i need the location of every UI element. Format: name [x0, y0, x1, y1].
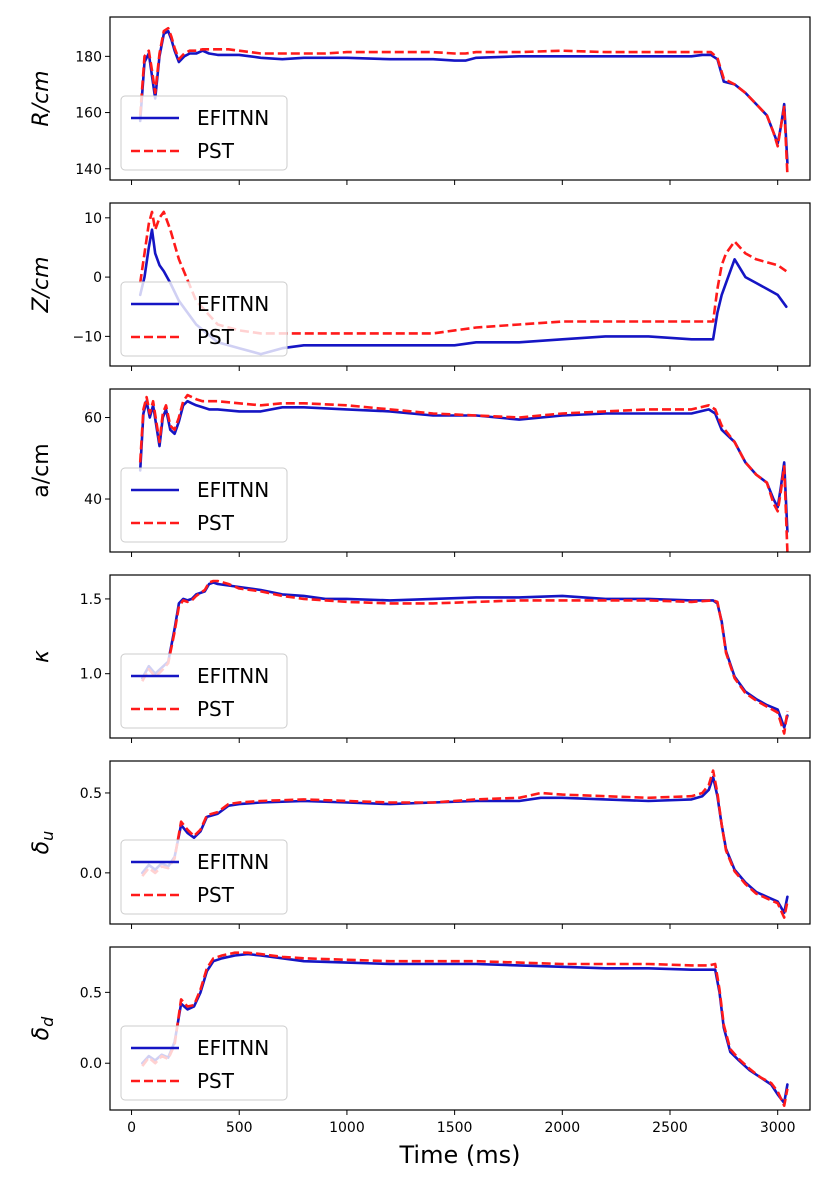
series-line-efitnn: [141, 952, 789, 1105]
x-tick-label: 3000: [760, 1120, 796, 1136]
y-tick-label: 0.0: [80, 1056, 102, 1072]
series-line-pst: [138, 210, 788, 335]
y-axis-label-subscript: d: [38, 1016, 57, 1027]
y-axis-label-subscript: u: [38, 831, 57, 841]
x-tick-label: 2500: [652, 1120, 688, 1136]
legend-label-pst: PST: [197, 511, 235, 535]
legend-label-efitnn: EFITNN: [197, 478, 269, 502]
x-axis-label: Time (ms): [399, 1141, 521, 1169]
y-tick-label: 10: [84, 211, 102, 227]
series-line-pst: [138, 393, 789, 552]
series-group: [141, 769, 789, 919]
legend-label-pst: PST: [197, 1069, 235, 1093]
y-axis-label: δu: [29, 831, 57, 855]
legend-label-efitnn: EFITNN: [197, 106, 269, 130]
axes-frame: [109, 946, 811, 1111]
axes-frame: [109, 574, 811, 739]
y-tick-label: −10: [72, 329, 102, 345]
y-tick-label: 40: [84, 492, 102, 508]
y-tick-label: 1.5: [80, 592, 102, 608]
x-tick-label: 0: [127, 1120, 136, 1136]
y-tick-label: 0.5: [80, 985, 102, 1001]
series-group: [138, 393, 789, 552]
y-tick-label: 1.0: [80, 667, 102, 683]
y-axis-label: Z/cm: [29, 256, 54, 313]
y-axis-label: a/cm: [29, 443, 54, 497]
series-group: [138, 210, 788, 356]
y-tick-label: 0: [93, 270, 102, 286]
axes-frame: [109, 202, 811, 367]
legend: EFITNN PST: [120, 95, 288, 171]
x-tick-label: 1500: [437, 1120, 473, 1136]
legend-label-pst: PST: [197, 139, 235, 163]
subplot-1: 140 160 180 R/cm EFITNN PST: [29, 16, 811, 185]
x-axis: 0 500 1000 1500 2000 2500 3000: [127, 1120, 795, 1136]
y-tick-label: 0.5: [80, 786, 102, 802]
legend-label-pst: PST: [197, 697, 235, 721]
y-tick-label: 140: [75, 162, 102, 178]
series-group: [141, 951, 789, 1107]
subplot-4: 1.0 1.5 κ EFITNN PST: [29, 574, 811, 743]
x-tick-label: 1000: [329, 1120, 365, 1136]
subplot-6: 0.0 0.5 δd EFITNN PST: [29, 946, 811, 1115]
x-tick-label: 500: [226, 1120, 253, 1136]
axes-frame: [109, 388, 811, 553]
legend: EFITNN PST: [120, 1025, 288, 1101]
y-tick-label: 160: [75, 106, 102, 122]
y-axis-label: δd: [29, 1016, 57, 1040]
series-line-pst: [141, 579, 789, 735]
series-line-pst: [141, 951, 789, 1107]
series-line-pst: [141, 769, 789, 919]
y-axis-label-base: δ: [29, 841, 54, 854]
y-tick-label: 180: [75, 49, 102, 65]
x-tick-label: 2000: [544, 1120, 580, 1136]
y-axis-label-base: δ: [29, 1027, 54, 1040]
series-group: [141, 579, 789, 735]
series-line-efitnn: [138, 228, 788, 356]
legend-label-pst: PST: [197, 883, 235, 907]
legend: EFITNN PST: [120, 653, 288, 729]
subplot-5: 0.0 0.5 δu EFITNN PST: [29, 760, 811, 929]
series-group: [138, 26, 789, 175]
axes-frame: [109, 16, 811, 181]
y-axis-label: κ: [29, 650, 54, 663]
legend-label-efitnn: EFITNN: [197, 1036, 269, 1060]
legend: EFITNN PST: [120, 281, 288, 357]
legend-label-efitnn: EFITNN: [197, 850, 269, 874]
subplot-2: −10 0 10 Z/cm EFITNN PST: [29, 202, 811, 371]
legend-label-pst: PST: [197, 325, 235, 349]
legend: EFITNN PST: [120, 839, 288, 915]
legend-label-efitnn: EFITNN: [197, 292, 269, 316]
series-line-pst: [138, 26, 789, 175]
y-tick-label: 60: [84, 411, 102, 427]
y-tick-label: 0.0: [80, 866, 102, 882]
y-axis-label: R/cm: [29, 70, 54, 126]
legend-label-efitnn: EFITNN: [197, 664, 269, 688]
legend: EFITNN PST: [120, 467, 288, 543]
subplot-3: 40 60 a/cm EFITNN PST: [29, 388, 811, 557]
axes-frame: [109, 760, 811, 925]
